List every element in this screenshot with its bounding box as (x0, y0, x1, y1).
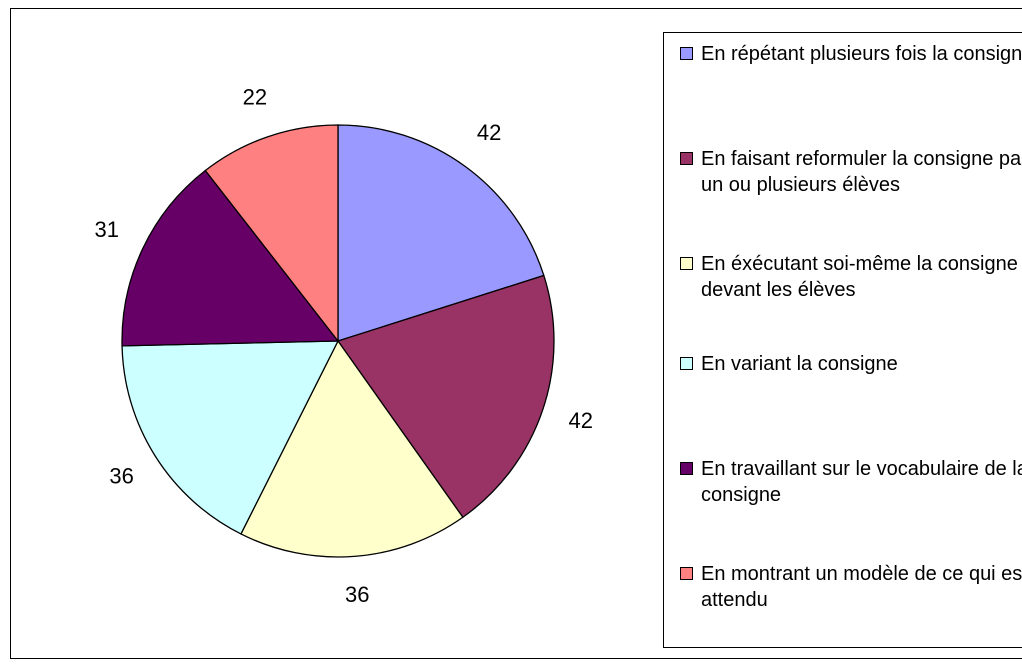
legend-swatch (680, 152, 693, 165)
data-label: 22 (243, 85, 267, 110)
data-label: 36 (109, 464, 133, 489)
pie-slice (121, 169, 340, 347)
data-label: 36 (345, 582, 369, 607)
legend: En répétant plusieurs fois la consigne En… (663, 32, 1022, 648)
legend-swatch (680, 357, 693, 370)
pie-slice (121, 340, 340, 535)
legend-label: En travaillant sur le vocabulaire de la … (701, 458, 1022, 506)
chart-frame (10, 8, 1022, 659)
legend-swatch (680, 567, 693, 580)
legend-label: En répétant plusieurs fois la consigne (701, 43, 1022, 65)
pie-slice (337, 124, 545, 342)
legend-label: En faisant reformuler la consigne par un… (701, 148, 1022, 196)
data-label: 42 (477, 120, 501, 145)
legend-label: En variant la consigne (701, 353, 898, 375)
data-label: 42 (569, 408, 593, 433)
legend-swatch (680, 47, 693, 60)
legend-label: En éxécutant soi-même la consigne devant… (701, 253, 1018, 301)
legend-swatch (680, 462, 693, 475)
pie-slice (336, 274, 555, 519)
pie-slice (204, 124, 339, 343)
data-label: 31 (95, 217, 119, 242)
legend-label: En montrant un modèle de ce qui est atte… (701, 563, 1022, 611)
pie-slice (240, 339, 464, 558)
legend-swatch (680, 257, 693, 270)
